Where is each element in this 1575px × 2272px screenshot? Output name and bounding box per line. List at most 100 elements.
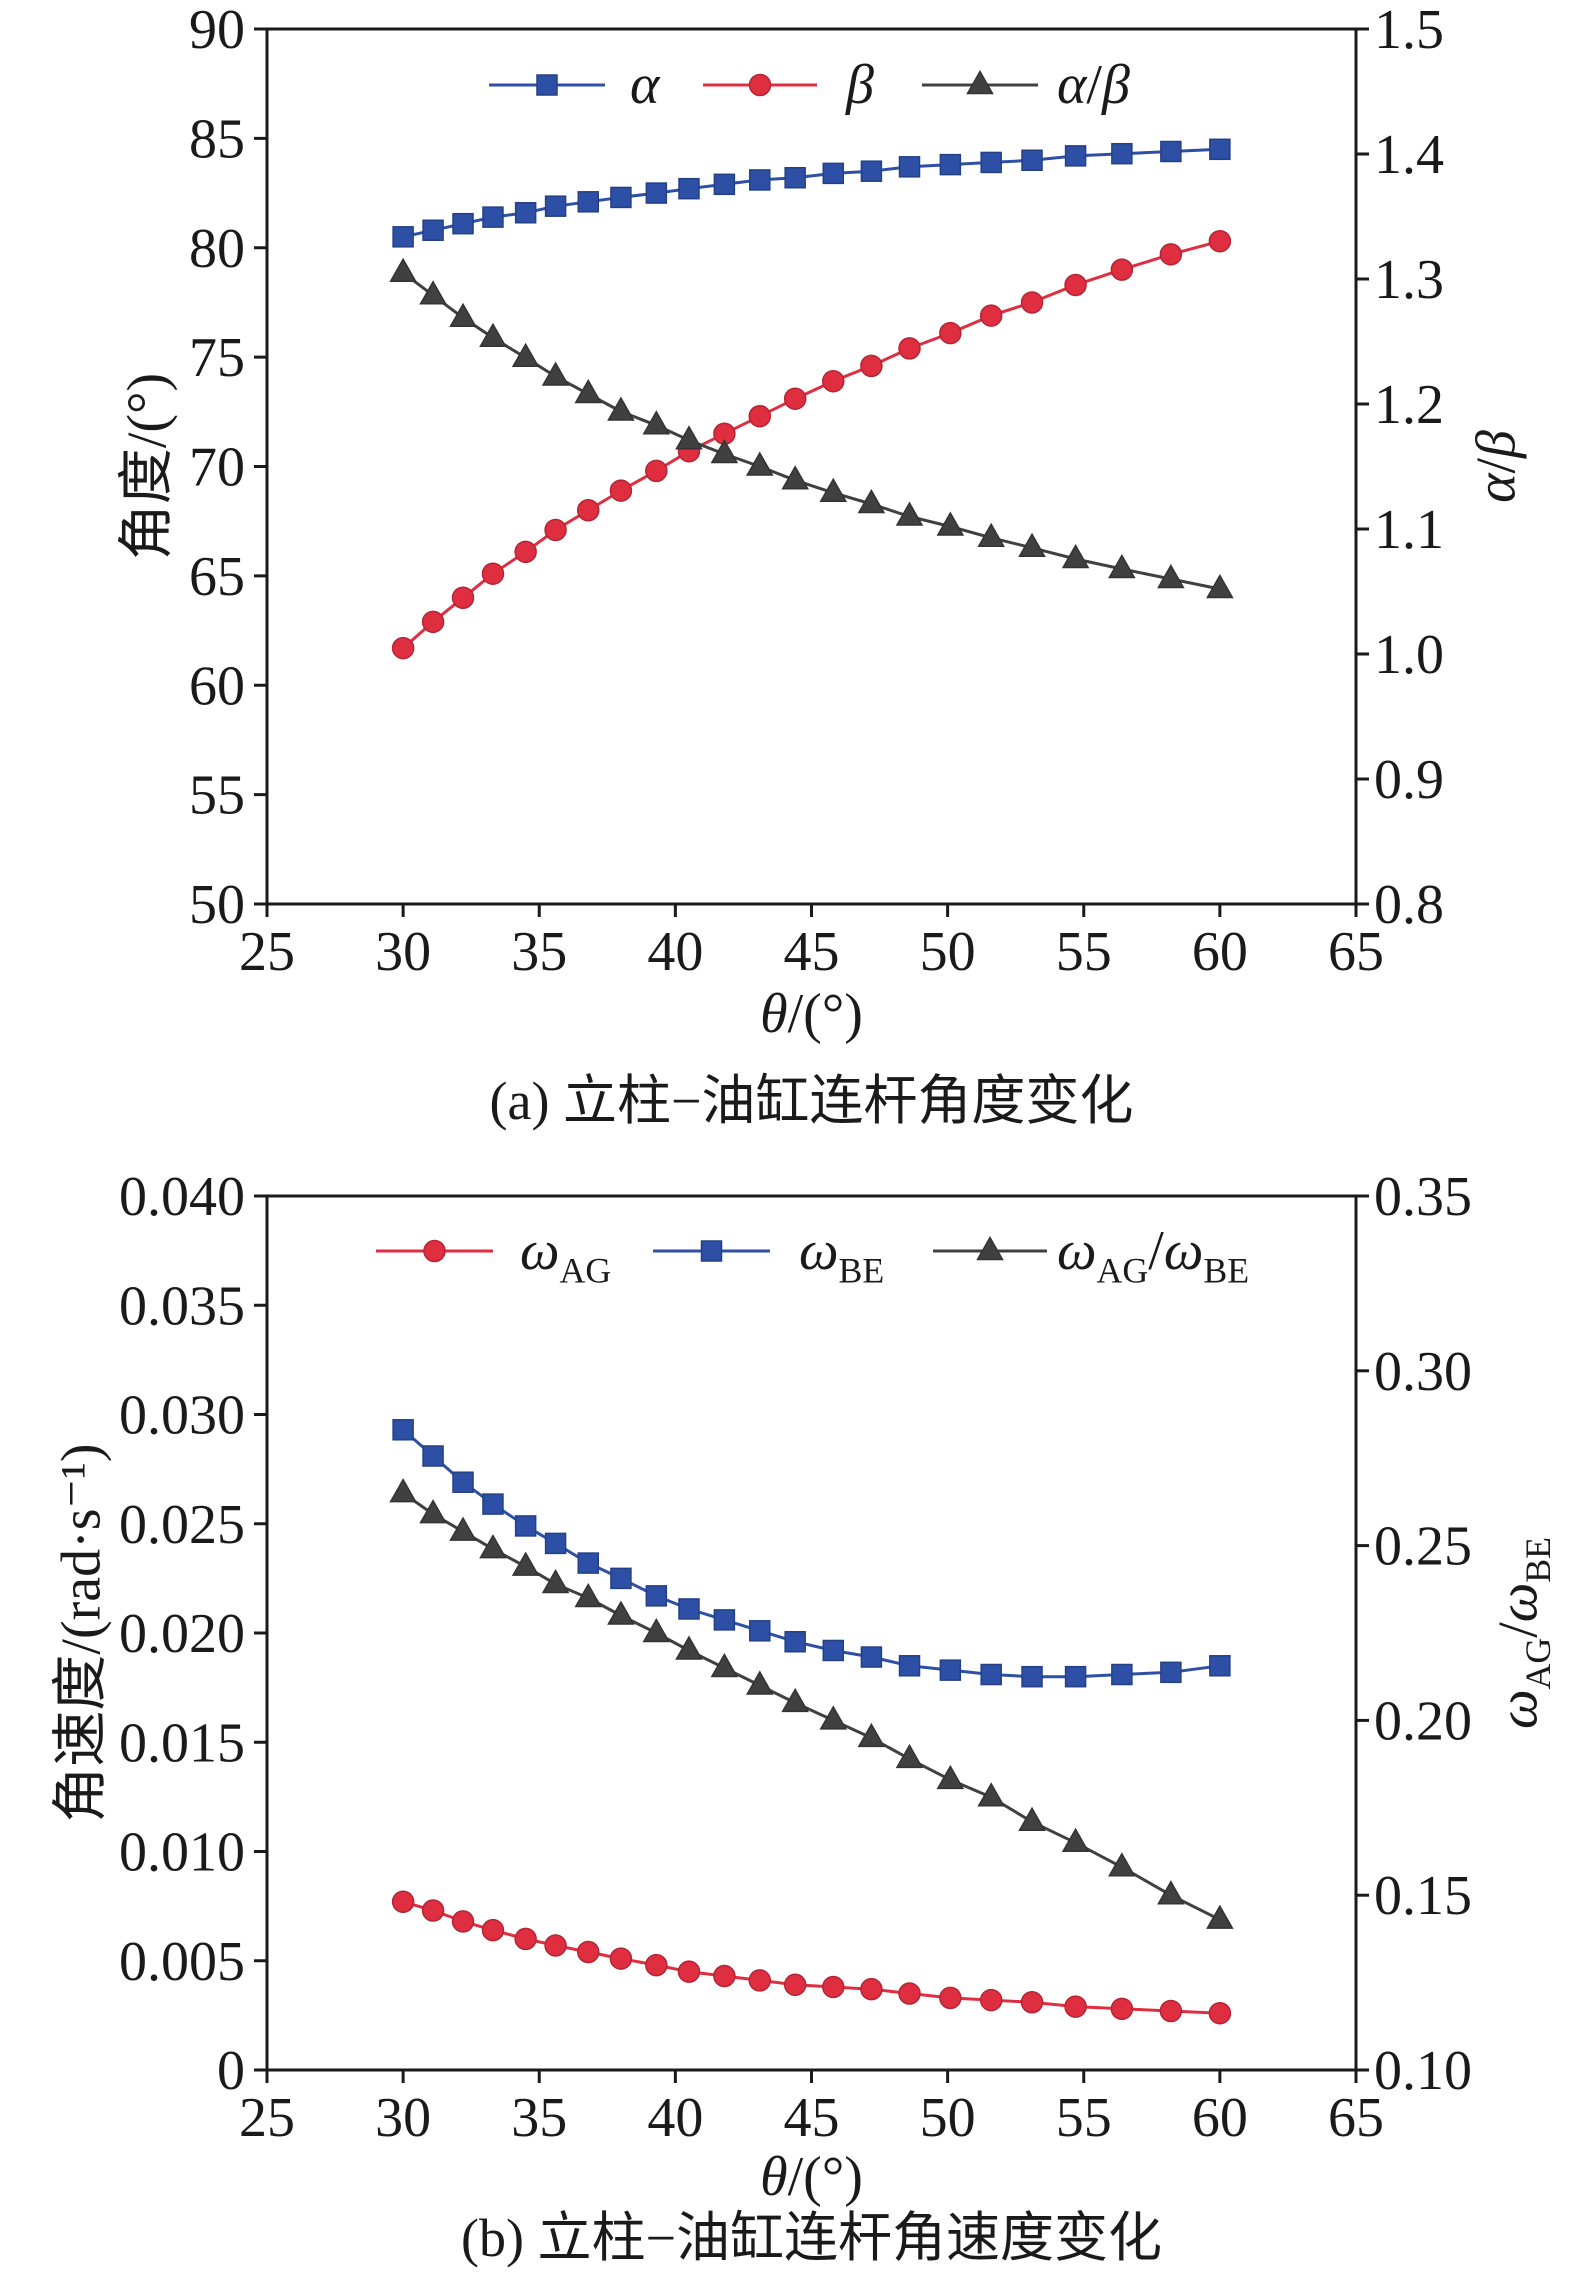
series-3-point [977, 1782, 1005, 1807]
series-1-point [1159, 1999, 1183, 2023]
series-3-point [710, 1652, 739, 1678]
legend-label: β [845, 54, 874, 116]
legend-marker [423, 1239, 446, 1263]
series-1-point [822, 1975, 845, 1999]
series-3-point [1018, 1806, 1046, 1832]
legend-item: β [703, 54, 874, 116]
y-tick-label: 50 [189, 874, 245, 936]
series-3-point [574, 378, 603, 404]
y2-tick-label: 0.25 [1374, 1516, 1472, 1578]
series-1-point [898, 156, 921, 178]
legend-item: ωAG [376, 1220, 611, 1290]
series-1-point [783, 1973, 807, 1997]
series-1-point [1064, 145, 1087, 167]
series-2-point [452, 1471, 474, 1493]
legend-marker [966, 69, 994, 95]
series-1-point [713, 1964, 736, 1988]
legend-marker [976, 1235, 1004, 1261]
y2-tick-label: 0.30 [1374, 1341, 1472, 1403]
series-1-point [577, 1940, 600, 1964]
series-1-point [421, 1899, 445, 1922]
y-tick-label: 55 [189, 765, 245, 827]
series-2-point [609, 479, 633, 502]
series-3-point [745, 451, 774, 476]
y2-tick-label: 0.10 [1374, 2040, 1472, 2102]
series-2-point [979, 304, 1003, 327]
series-1-point [784, 167, 806, 189]
series-1-point [610, 186, 632, 209]
series-2-point [482, 1493, 504, 1515]
series-2-point [645, 459, 668, 483]
series-2-point [1020, 291, 1044, 314]
y-tick-label: 80 [189, 218, 245, 280]
y-axis-label: 角度/(°) [117, 373, 179, 560]
series-1-point [979, 1988, 1003, 2012]
series-1-point [1209, 138, 1231, 161]
series-2-point [610, 1567, 632, 1590]
y2-tick-label: 1.4 [1374, 124, 1444, 186]
series-1-point [1021, 149, 1043, 171]
series-2-point [1064, 1665, 1087, 1688]
y-tick-label: 0.035 [119, 1275, 245, 1337]
x-tick-label: 40 [647, 2087, 703, 2149]
series-3-point [781, 1687, 809, 1713]
series-2-point [783, 387, 807, 410]
x-tick-label: 45 [784, 921, 840, 983]
series-2-point [1021, 1665, 1043, 1688]
series-1-point [1110, 1997, 1134, 2021]
series-3-point [419, 1499, 447, 1524]
series-3-point [607, 396, 635, 421]
y2-tick-label: 1.0 [1374, 624, 1444, 686]
legend-label: α/β [1057, 54, 1130, 116]
y-tick-label: 0.020 [119, 1603, 245, 1665]
series-3-point [781, 465, 809, 490]
series-1-point [749, 169, 771, 191]
series-1-point [1208, 2001, 1232, 2025]
series-2-point [898, 1655, 921, 1677]
y2-tick-label: 1.1 [1374, 499, 1444, 561]
legend-label: ωAG/ωBE [1057, 1220, 1249, 1290]
series-3-point [819, 1705, 848, 1730]
series-1-point [1160, 140, 1182, 163]
series-2-point [451, 586, 475, 609]
series-2-point [577, 1552, 600, 1574]
series-3-point [389, 1478, 417, 1503]
series-1-point [822, 162, 845, 185]
series-2-point [1064, 273, 1087, 297]
series-3-point [1206, 573, 1234, 599]
legend-item: ωAG/ωBE [933, 1220, 1249, 1290]
series-2-point [1111, 1663, 1133, 1686]
series-3-point [1061, 1827, 1090, 1853]
series-2-point [422, 1445, 444, 1467]
series-2-point [748, 404, 772, 428]
y-tick-label: 0.005 [119, 1931, 245, 1993]
series-1-point [451, 1910, 475, 1933]
series-2-point [1160, 1661, 1182, 1684]
series-2-point [939, 321, 962, 345]
series-3-point [1108, 553, 1136, 579]
series-3-point [857, 1722, 886, 1748]
series-1-point [980, 151, 1002, 174]
figure-caption: (a) 立柱−油缸连杆角度变化 [490, 1071, 1134, 1131]
figure-caption: (b) 立柱−油缸连杆角速度变化 [461, 2208, 1162, 2268]
series-3-point [541, 361, 570, 386]
x-tick-label: 55 [1056, 921, 1112, 983]
y2-tick-label: 0.20 [1374, 1690, 1472, 1752]
legend-label: α [630, 54, 661, 116]
x-tick-label: 30 [375, 921, 431, 983]
series-2-point [1110, 258, 1134, 281]
y2-tick-label: 1.3 [1374, 249, 1444, 311]
series-1-point [1064, 1995, 1087, 2018]
series-1-point [452, 212, 474, 235]
y-axis-label: 角速度/(rad·s⁻¹) [51, 1443, 113, 1822]
y-tick-label: 0.015 [119, 1712, 245, 1774]
chart-b-angular-velocity-variation: 25 30 35 40 45 50 55 60 65 0 0.005 0.010 0.015 0.020 0… [51, 1166, 1558, 2268]
series-3-point [936, 511, 965, 536]
series-1-point [577, 191, 600, 213]
series-3-point [819, 477, 848, 502]
series-1-point [609, 1947, 633, 1970]
series-1-point [860, 1977, 883, 2001]
